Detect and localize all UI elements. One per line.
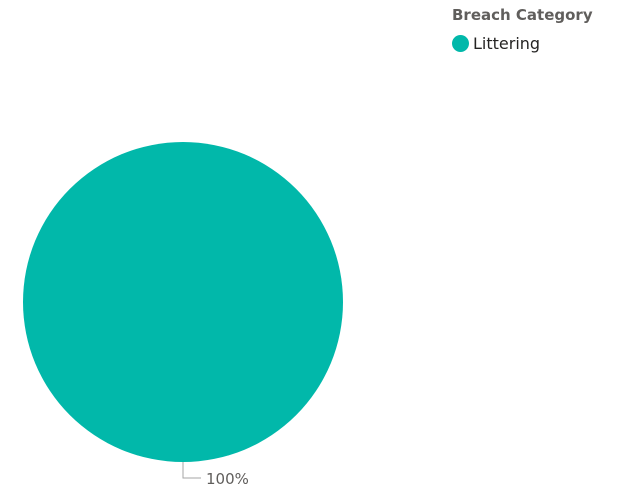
- legend-item-littering[interactable]: Littering: [452, 34, 593, 53]
- data-label-leader-line: [182, 462, 201, 479]
- legend-label: Littering: [473, 34, 541, 53]
- legend-title: Breach Category: [452, 6, 593, 24]
- chart-legend: Breach Category Littering: [452, 6, 593, 53]
- pie-slice-littering[interactable]: [23, 142, 343, 462]
- legend-swatch: [452, 35, 469, 52]
- data-label-percent: 100%: [206, 470, 249, 488]
